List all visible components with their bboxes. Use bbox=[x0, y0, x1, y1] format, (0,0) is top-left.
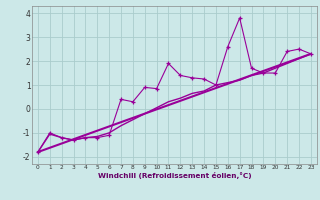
X-axis label: Windchill (Refroidissement éolien,°C): Windchill (Refroidissement éolien,°C) bbox=[98, 172, 251, 179]
